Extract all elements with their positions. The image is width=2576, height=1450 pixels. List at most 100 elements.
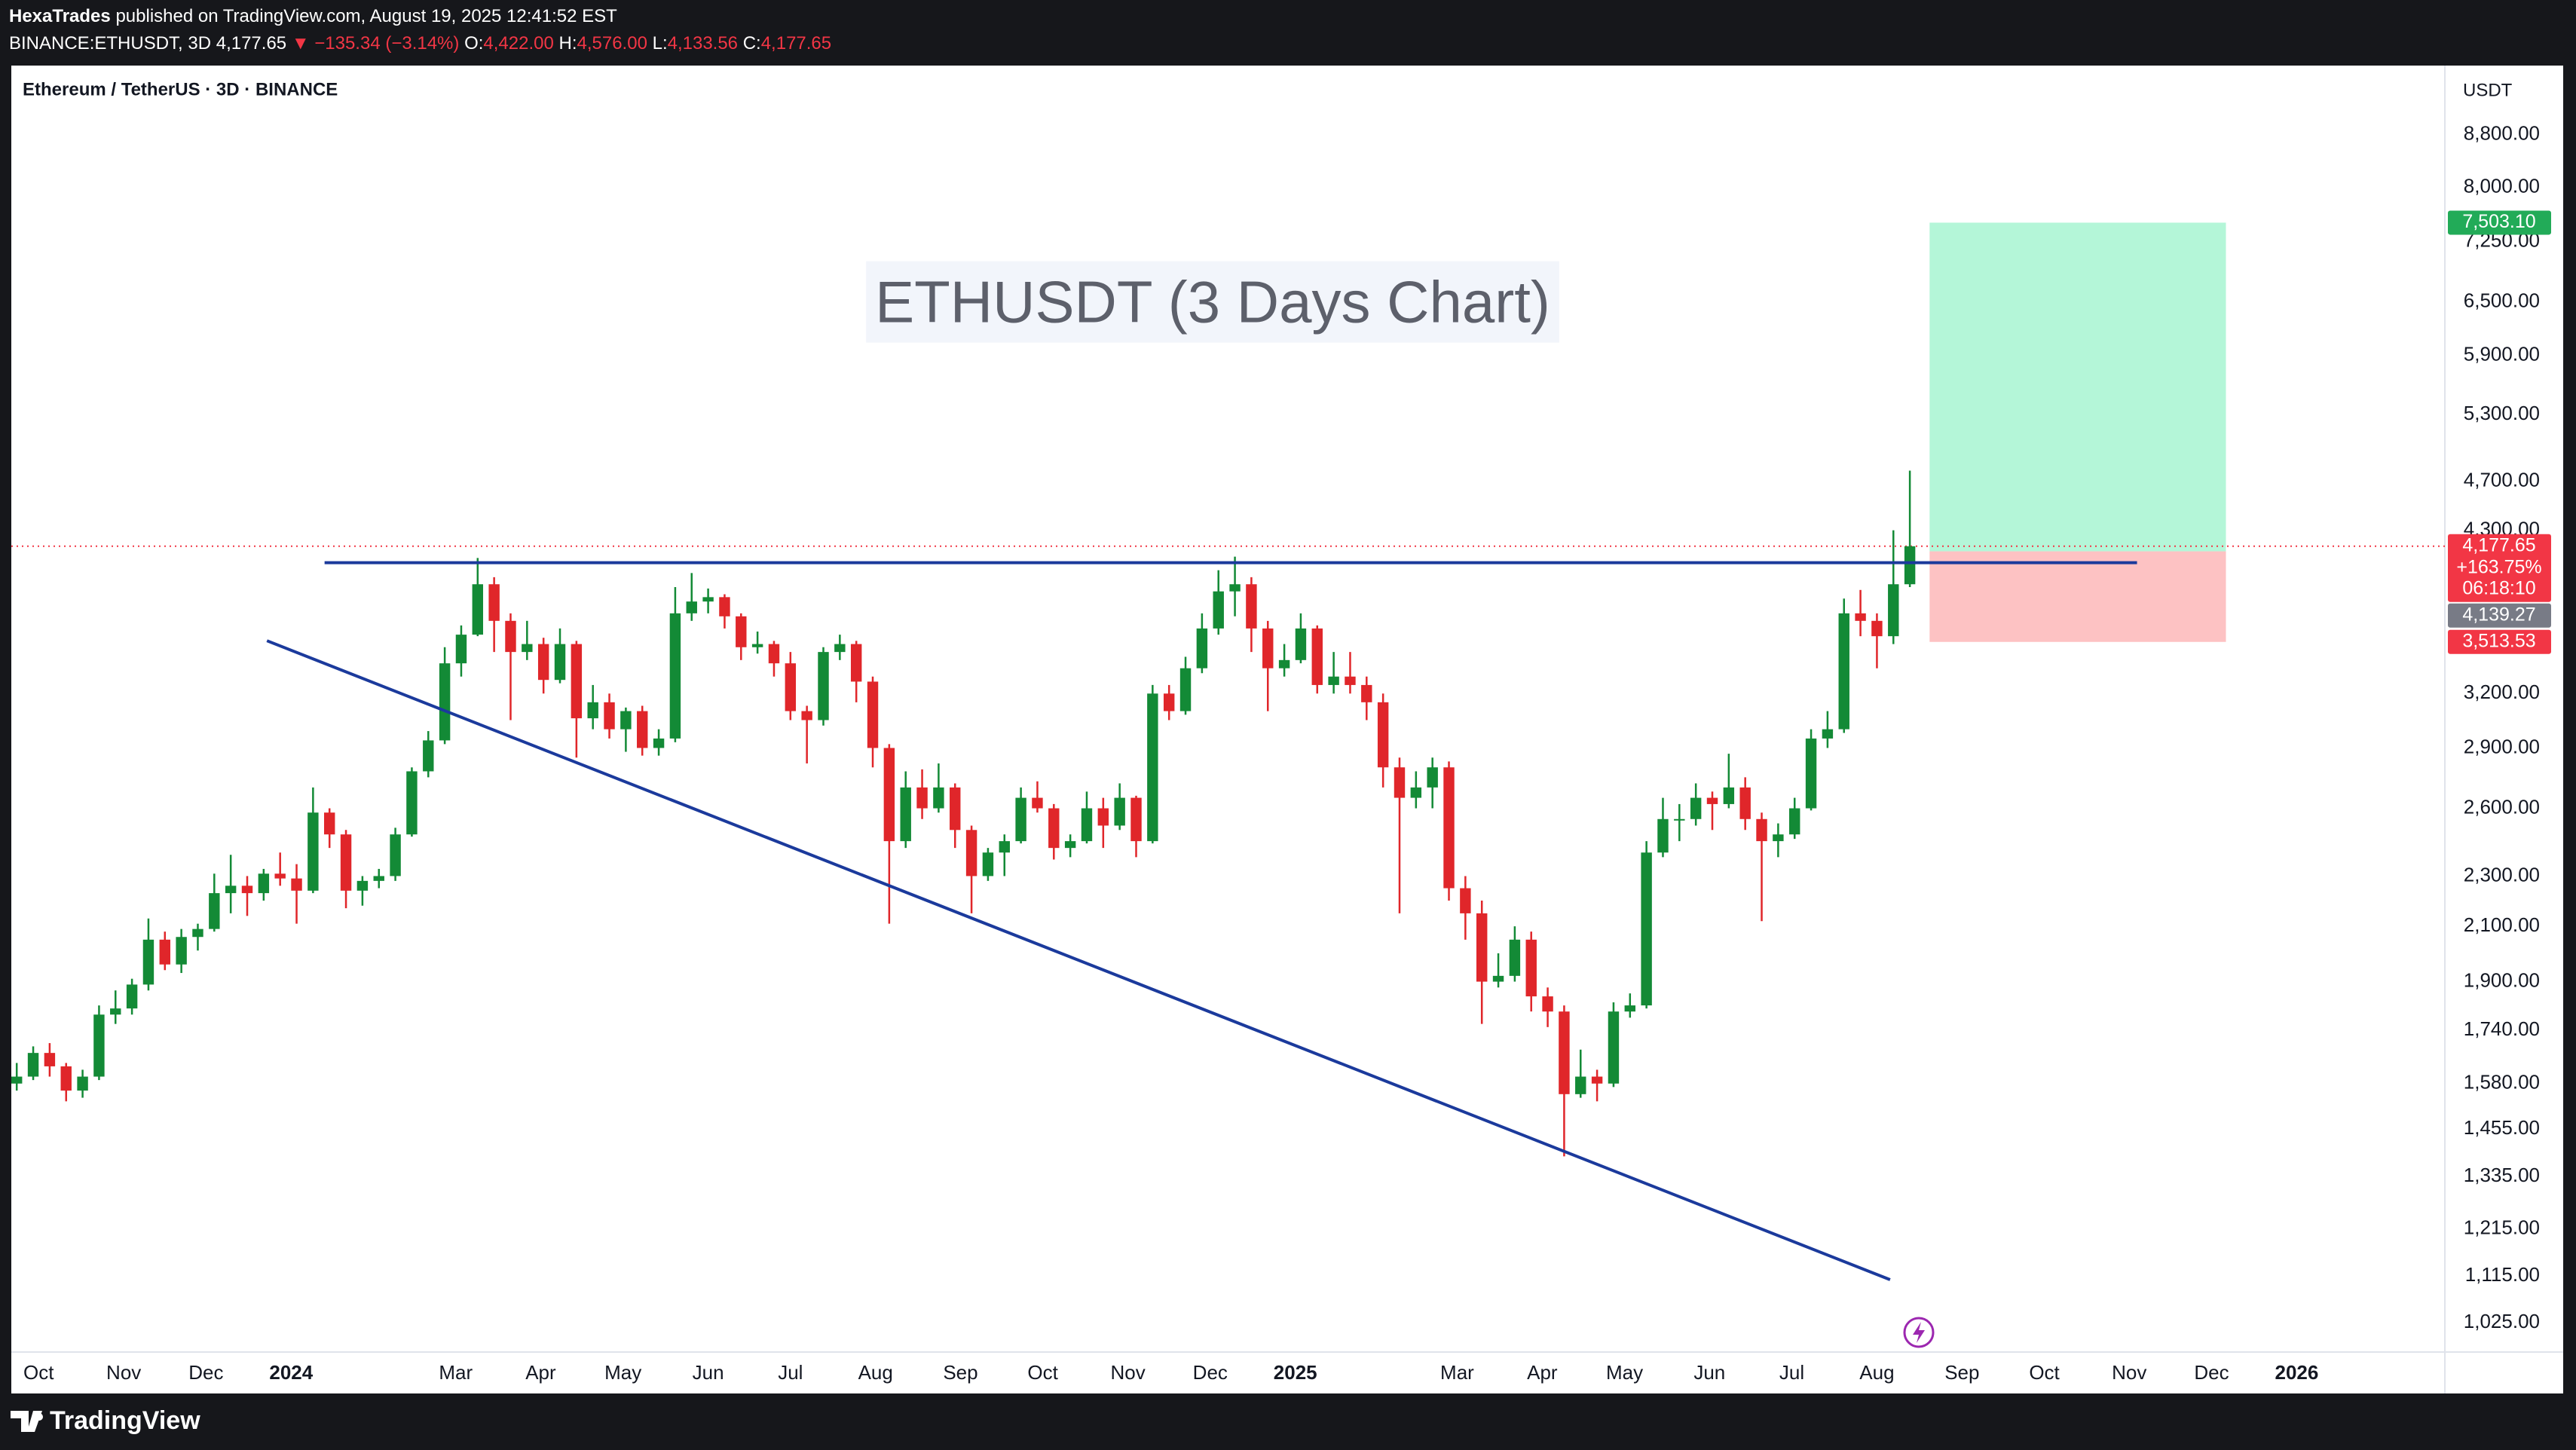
countdown: 06:18:10: [2462, 577, 2535, 598]
candle-body: [1081, 808, 1093, 842]
y-tick-label: 1,335.00: [2464, 1164, 2540, 1186]
candle-body: [1739, 787, 1751, 819]
candle-body: [192, 928, 203, 938]
ohlc-value: 4,133.56: [667, 33, 739, 54]
candle-body: [291, 878, 302, 891]
candle-body: [159, 939, 171, 965]
candle-body: [850, 644, 862, 682]
candle-body: [801, 711, 812, 720]
candle-body: [1163, 693, 1175, 711]
x-tick-label: Nov: [1110, 1361, 1145, 1384]
candle-body: [1525, 939, 1537, 997]
entry-label-box: [2448, 603, 2551, 628]
candle-body: [768, 644, 780, 664]
candle-body: [818, 652, 829, 720]
entry-label: 4,139.27: [2462, 604, 2535, 625]
candle-body: [736, 616, 747, 647]
ohlc-label: C:: [742, 33, 761, 54]
candle-body: [1262, 628, 1274, 668]
candle-body: [653, 738, 665, 748]
x-tick-label: Oct: [2029, 1361, 2060, 1384]
candle-body: [110, 1008, 121, 1015]
candle-body: [1509, 939, 1521, 976]
candle-body: [307, 812, 319, 891]
candle-body: [1723, 787, 1735, 804]
candle-body: [1624, 1005, 1635, 1012]
currency: USDT: [2463, 80, 2513, 100]
ohlc-label: H:: [558, 33, 577, 54]
x-tick-label: Aug: [858, 1361, 893, 1384]
header: HexaTrades published on TradingView.com,…: [0, 0, 2576, 66]
y-tick-label: 4,700.00: [2464, 468, 2540, 491]
x-tick-label: Sep: [1944, 1361, 1979, 1384]
candle-body: [1608, 1011, 1620, 1084]
x-tick-label: Aug: [1859, 1361, 1894, 1384]
candle-body: [1888, 584, 1899, 637]
candle-body: [867, 681, 879, 748]
x-tick-label: May: [604, 1361, 641, 1384]
candle-body: [1278, 659, 1290, 668]
published: published on TradingView.com, August 19,…: [115, 6, 617, 26]
x-tick-label: Dec: [2194, 1361, 2229, 1384]
candle-body: [390, 834, 401, 876]
brand: TradingView: [50, 1406, 200, 1435]
y-tick-label: 1,580.00: [2464, 1071, 2540, 1094]
target-label: 7,503.10: [2462, 211, 2535, 232]
y-tick-label: 1,025.00: [2464, 1310, 2540, 1332]
candle-body: [719, 597, 730, 616]
loss-zone: [1929, 551, 2226, 642]
y-tick-label: 2,100.00: [2464, 913, 2540, 936]
candle-body: [11, 1076, 23, 1084]
x-tick-label: Apr: [525, 1361, 556, 1384]
candle-body: [176, 937, 187, 965]
candle-body: [900, 787, 911, 842]
candle-body: [1097, 808, 1109, 826]
x-tick-label: 2025: [1274, 1361, 1317, 1384]
candle-body: [1377, 702, 1389, 768]
candle-body: [1361, 684, 1372, 702]
ohlc-value: 4,177.65: [760, 33, 832, 54]
candle-body: [455, 635, 467, 664]
candle-body: [1492, 975, 1504, 982]
change-label: +163.75%: [2456, 556, 2541, 577]
candle-body: [1805, 738, 1817, 809]
target-label-box: [2448, 210, 2551, 235]
candle-body: [209, 893, 220, 929]
change: −135.34 (−3.14%): [314, 33, 460, 54]
plot: ETHUSDT (3 Days Chart): [11, 222, 2445, 1281]
candle-body: [1443, 767, 1455, 889]
stop-label-box: [2448, 629, 2551, 654]
y-tick-label: 8,800.00: [2464, 121, 2540, 144]
candle-body: [1147, 693, 1158, 842]
x-tick-label: Jul: [1779, 1361, 1804, 1384]
candle-body: [999, 841, 1010, 853]
candle-body: [373, 876, 384, 881]
x-tick-label: Dec: [188, 1361, 223, 1384]
candle-body: [1706, 797, 1718, 804]
candle-body: [604, 702, 615, 730]
candle-body: [1756, 818, 1767, 842]
candle-body: [1130, 797, 1142, 842]
x-tick-label: 2024: [269, 1361, 313, 1384]
candle-body: [1641, 852, 1652, 1006]
candle-body: [1559, 1011, 1570, 1094]
brand-logo: TradingView: [11, 1406, 200, 1435]
candle-body: [1032, 797, 1043, 809]
x-tick-label: Jun: [1693, 1361, 1725, 1384]
ohlc-label: O:: [464, 33, 484, 54]
y-tick-label: 5,900.00: [2464, 343, 2540, 366]
ohlc-value: 4,576.00: [577, 33, 647, 54]
y-tick-label: 2,900.00: [2464, 735, 2540, 757]
candle-body: [406, 771, 418, 835]
last-price-label: 4,177.65: [2462, 534, 2535, 555]
candle-body: [126, 984, 138, 1009]
y-tick-label: 1,900.00: [2464, 968, 2540, 991]
candle-body: [1229, 584, 1241, 592]
candle-body: [472, 584, 484, 635]
candle-body: [1822, 729, 1834, 739]
y-tick-label: 1,455.00: [2464, 1116, 2540, 1139]
x-tick-label: Jun: [693, 1361, 724, 1384]
chart-title: ETHUSDT (3 Days Chart): [875, 269, 1550, 335]
